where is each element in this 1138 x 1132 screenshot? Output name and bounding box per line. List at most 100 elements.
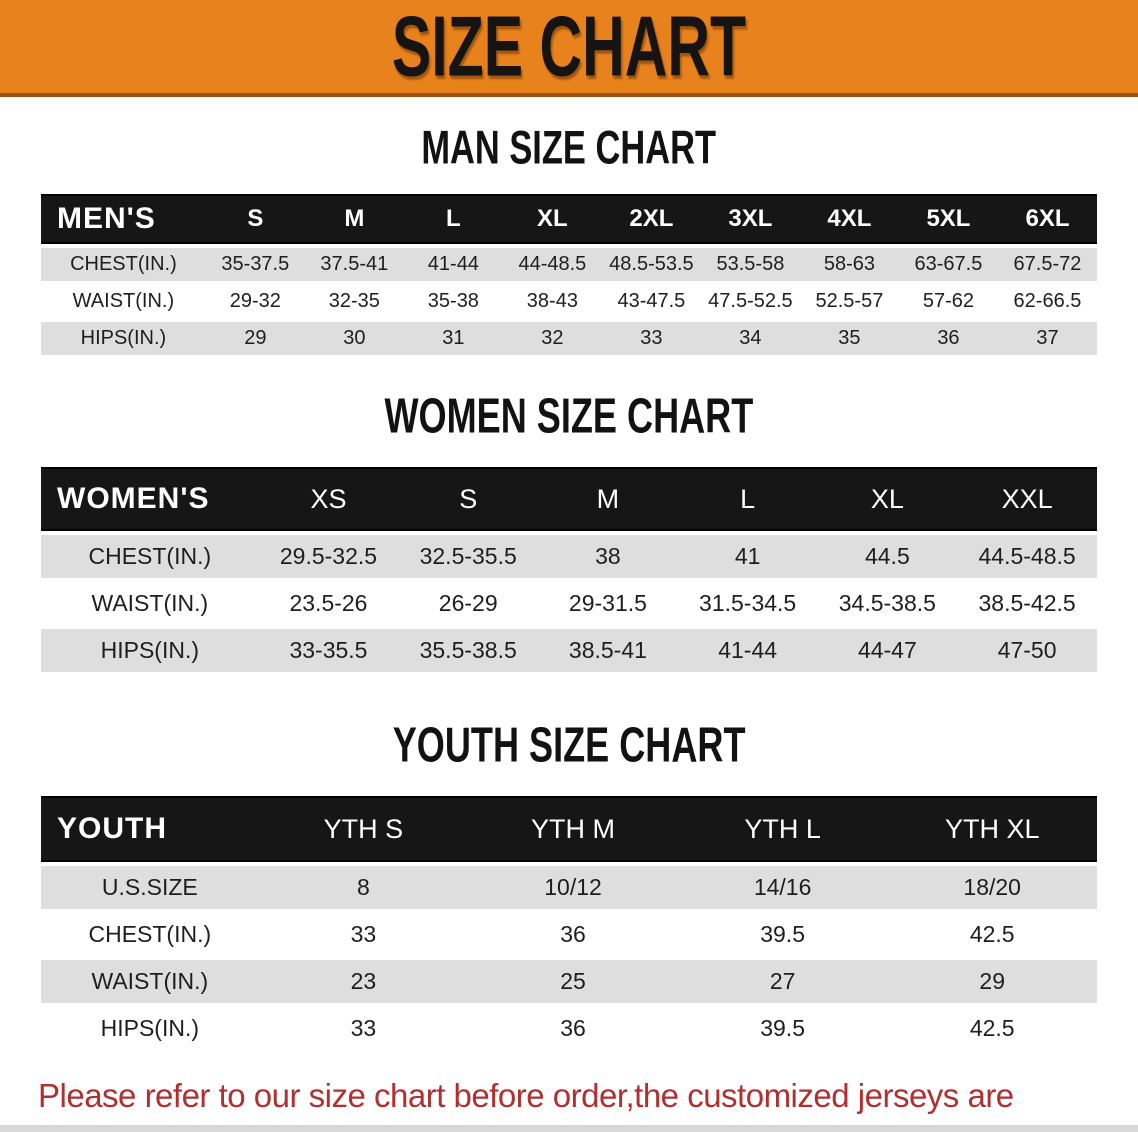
size-column-header: YTH M	[468, 796, 678, 862]
man-size-chart-heading-text: MAN SIZE CHART	[421, 121, 717, 174]
measure-value: 53.5-58	[700, 244, 800, 281]
size-column-header: S	[398, 467, 539, 531]
size-column-header: YTH L	[677, 796, 888, 862]
size-column-header: YTH S	[258, 796, 469, 862]
table-row: WAIST(IN.) 23 25 27 29	[41, 956, 1097, 1003]
table-row: WAIST(IN.) 23.5-26 26-29 29-31.5 31.5-34.5 34…	[41, 578, 1097, 625]
women-size-chart-section: WOMEN SIZE CHART WOMEN'S XS S M L XL XXL CHEST(…	[0, 389, 1138, 672]
size-column-header: L	[677, 467, 818, 531]
measure-value: 27	[677, 956, 888, 1003]
measure-value: 29	[205, 318, 305, 355]
table-row: WAIST(IN.) 29-32 32-35 35-38 38-43 43-47.5 47.…	[41, 281, 1097, 318]
measure-value: 43-47.5	[601, 281, 701, 318]
youth-size-table: YOUTH YTH S YTH M YTH L YTH XL U.S.SIZE 8 10/12…	[41, 796, 1097, 1050]
banner-title: SIZE CHART	[391, 0, 747, 94]
size-column-header: 5XL	[898, 194, 998, 244]
measure-value: 34.5-38.5	[817, 578, 958, 625]
measure-value: 67.5-72	[997, 244, 1097, 281]
women-size-table: WOMEN'S XS S M L XL XXL CHEST(IN.) 29.5-32.5 32.5…	[41, 467, 1097, 672]
measure-value: 38	[538, 531, 678, 578]
measure-value: 62-66.5	[997, 281, 1097, 318]
measure-value: 33	[601, 318, 701, 355]
size-column-header: XL	[502, 194, 602, 244]
size-table: WOMEN'S XS S M L XL XXL CHEST(IN.) 29.5-32.5 32.5…	[41, 467, 1097, 672]
bottom-strip	[0, 1125, 1138, 1132]
measure-value: 48.5-53.5	[601, 244, 701, 281]
measure-value: 38-43	[502, 281, 602, 318]
table-row: U.S.SIZE 8 10/12 14/16 18/20	[41, 862, 1097, 909]
table-row: HIPS(IN.) 33-35.5 35.5-38.5 38.5-41 41-44 44-…	[41, 625, 1097, 672]
measure-value: 23.5-26	[258, 578, 399, 625]
measure-value: 36	[468, 909, 678, 956]
size-column-header: 4XL	[799, 194, 899, 244]
measure-value: 33	[258, 1003, 469, 1050]
measure-value: 33-35.5	[258, 625, 399, 672]
measure-value: 36	[898, 318, 998, 355]
measure-value: 32.5-35.5	[398, 531, 539, 578]
measure-value: 31.5-34.5	[677, 578, 818, 625]
women-size-chart-heading-text: WOMEN SIZE CHART	[384, 389, 754, 444]
measure-value: 8	[258, 862, 469, 909]
table-corner-label: MEN'S	[41, 194, 206, 244]
size-column-header: XXL	[957, 467, 1097, 531]
measure-value: 58-63	[799, 244, 899, 281]
size-column-header: L	[403, 194, 503, 244]
measure-value: 29-32	[205, 281, 305, 318]
size-column-header: M	[538, 467, 678, 531]
table-row: HIPS(IN.) 29 30 31 32 33 34 35 36 37	[41, 318, 1097, 355]
measure-value: 38.5-42.5	[957, 578, 1097, 625]
measure-label: CHEST(IN.)	[41, 244, 206, 281]
measure-value: 57-62	[898, 281, 998, 318]
order-policy-note-line-1: Please refer to our size chart before or…	[38, 1077, 1014, 1132]
size-column-header: 3XL	[700, 194, 800, 244]
man-size-table: MEN'S S M L XL 2XL 3XL 4XL 5XL 6XL CHEST(IN.) 35-37…	[41, 194, 1097, 355]
measure-value: 47.5-52.5	[700, 281, 800, 318]
measure-label: HIPS(IN.)	[41, 1003, 259, 1050]
measure-value: 34	[700, 318, 800, 355]
measure-value: 52.5-57	[799, 281, 899, 318]
man-size-chart-section: MAN SIZE CHART MEN'S S M L XL 2XL 3XL 4XL 5XL 6XL…	[0, 121, 1138, 355]
table-row: CHEST(IN.) 33 36 39.5 42.5	[41, 909, 1097, 956]
measure-value: 14/16	[677, 862, 888, 909]
measure-value: 42.5	[887, 1003, 1097, 1050]
measure-label: CHEST(IN.)	[41, 531, 259, 578]
measure-value: 18/20	[887, 862, 1097, 909]
measure-value: 47-50	[957, 625, 1097, 672]
youth-size-chart-heading-text: YOUTH SIZE CHART	[392, 718, 746, 773]
measure-value: 63-67.5	[898, 244, 998, 281]
measure-label: CHEST(IN.)	[41, 909, 259, 956]
size-column-header: S	[205, 194, 305, 244]
size-column-header: 2XL	[601, 194, 701, 244]
measure-value: 41-44	[403, 244, 503, 281]
measure-value: 41-44	[677, 625, 818, 672]
size-column-header: XL	[817, 467, 958, 531]
order-policy-note: Please refer to our size chart before or…	[0, 1074, 1138, 1132]
size-column-header: YTH XL	[887, 796, 1097, 862]
size-column-header: M	[304, 194, 404, 244]
measure-value: 36	[468, 1003, 678, 1050]
measure-label: WAIST(IN.)	[41, 281, 206, 318]
women-size-chart-heading: WOMEN SIZE CHART	[0, 389, 1138, 444]
man-size-chart-heading: MAN SIZE CHART	[0, 121, 1138, 174]
table-corner-label: YOUTH	[41, 796, 259, 862]
size-table: MEN'S S M L XL 2XL 3XL 4XL 5XL 6XL CHEST(IN.) 35-37…	[41, 194, 1097, 355]
size-chart-banner: SIZE CHART	[0, 0, 1138, 97]
measure-value: 26-29	[398, 578, 539, 625]
measure-value: 33	[258, 909, 469, 956]
measure-value: 44.5-48.5	[957, 531, 1097, 578]
measure-value: 23	[258, 956, 469, 1003]
measure-value: 30	[304, 318, 404, 355]
measure-value: 32-35	[304, 281, 404, 318]
table-row: CHEST(IN.) 35-37.5 37.5-41 41-44 44-48.5 48.5…	[41, 244, 1097, 281]
measure-value: 44-47	[817, 625, 958, 672]
measure-value: 44.5	[817, 531, 958, 578]
measure-value: 29	[887, 956, 1097, 1003]
measure-label: WAIST(IN.)	[41, 956, 259, 1003]
measure-label: HIPS(IN.)	[41, 625, 259, 672]
measure-value: 42.5	[887, 909, 1097, 956]
measure-label: HIPS(IN.)	[41, 318, 206, 355]
measure-label: WAIST(IN.)	[41, 578, 259, 625]
measure-value: 31	[403, 318, 503, 355]
table-row: CHEST(IN.) 29.5-32.5 32.5-35.5 38 41 44.5 44.5…	[41, 531, 1097, 578]
measure-value: 10/12	[468, 862, 678, 909]
